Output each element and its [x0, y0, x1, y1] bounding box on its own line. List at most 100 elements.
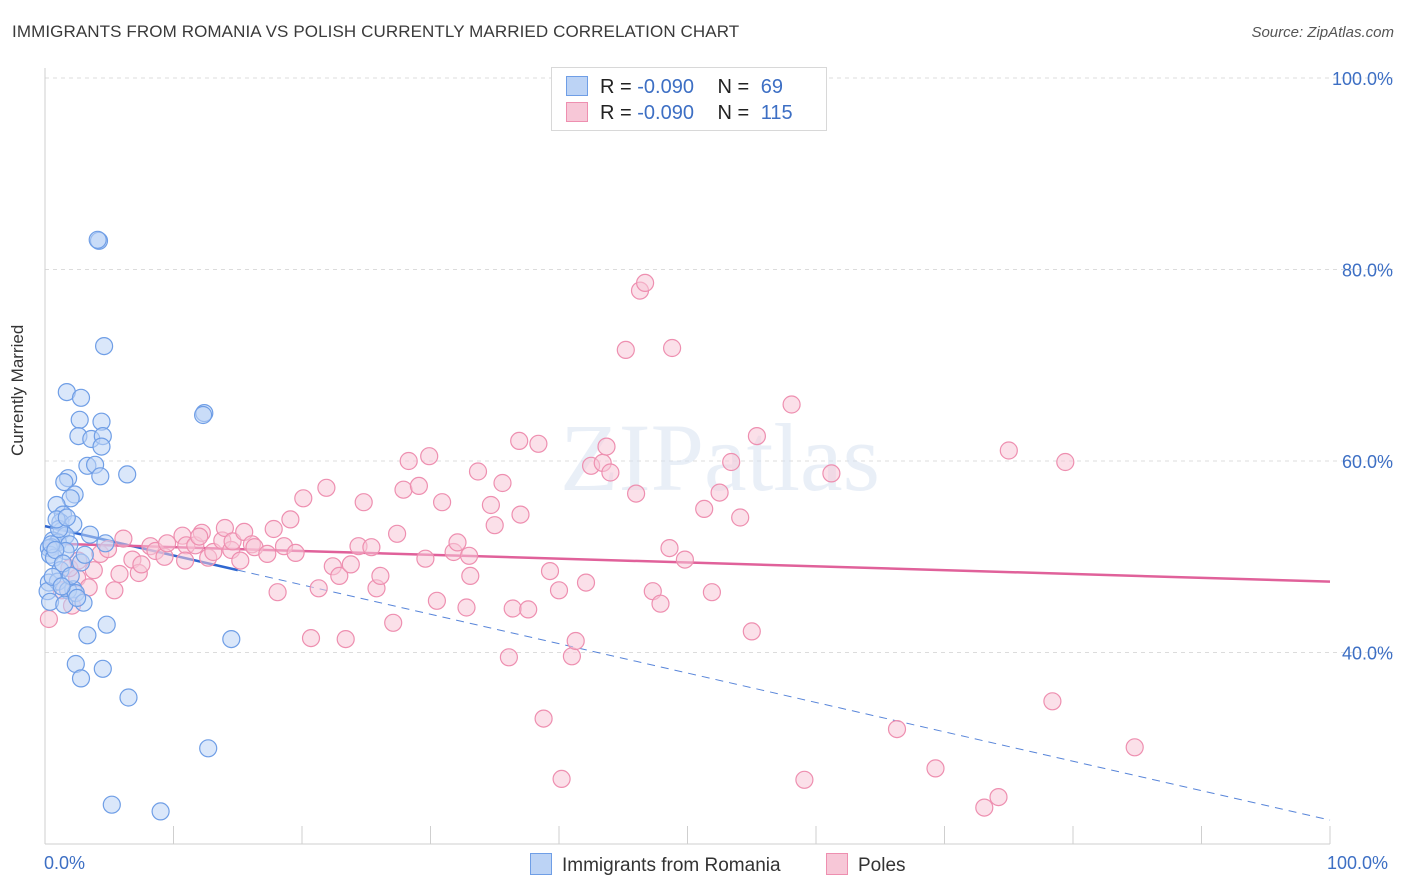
stats-legend: R = -0.090 N = 69 R = -0.090 N = 115 [551, 67, 827, 131]
point-romania [102, 795, 121, 814]
point-romania [222, 629, 241, 649]
source-label: Source: ZipAtlas.com [1251, 24, 1394, 41]
point-romania [94, 337, 114, 356]
point-poles [975, 798, 994, 817]
n-value: 69 [760, 76, 784, 98]
point-poles [433, 493, 452, 512]
point-romania [80, 525, 100, 544]
point-romania [71, 388, 91, 407]
bottom-legend-romania[interactable]: Immigrants from Romania [530, 853, 781, 877]
point-poles [268, 583, 287, 602]
point-poles [626, 484, 646, 503]
point-romania [199, 739, 218, 758]
point-poles [510, 431, 529, 450]
point-poles [499, 648, 518, 667]
legend-row-poles: R = -0.090 N = 115 [566, 102, 793, 126]
legend-row-romania: R = -0.090 N = 69 [566, 76, 783, 100]
r-label: R = [600, 76, 632, 98]
point-poles [460, 546, 479, 565]
point-poles [485, 516, 504, 535]
point-poles [710, 483, 729, 502]
point-poles [394, 480, 413, 499]
point-poles [190, 527, 209, 546]
point-romania [97, 615, 116, 634]
point-poles [341, 555, 360, 574]
y-axis-label: Currently Married [8, 324, 27, 456]
point-poles [549, 581, 569, 600]
point-poles [158, 534, 177, 553]
n-label: N = [717, 102, 750, 124]
point-poles [695, 499, 714, 518]
legend-swatch-romania [566, 76, 588, 96]
bottom-legend-poles[interactable]: Poles [826, 853, 906, 877]
point-poles [782, 395, 801, 414]
point-poles [702, 583, 722, 602]
legend-swatch-poles [566, 102, 588, 122]
point-romania [52, 577, 71, 596]
point-poles [742, 622, 761, 641]
point-poles [529, 434, 548, 453]
point-romania [92, 437, 111, 456]
x-tick-left: 0.0% [44, 853, 86, 873]
point-poles [39, 609, 59, 629]
point-romania [119, 688, 138, 707]
r-value: -0.090 [637, 76, 694, 98]
point-poles [731, 508, 750, 527]
point-poles [294, 489, 313, 508]
trend-lines [44, 524, 1331, 821]
point-poles [176, 551, 195, 570]
point-poles [635, 273, 655, 292]
r-label: R = [600, 102, 632, 124]
point-poles [511, 505, 530, 524]
point-poles [552, 769, 571, 789]
legend-swatch-poles [826, 853, 848, 875]
point-poles [354, 493, 373, 512]
point-poles [371, 566, 390, 586]
point-romania [151, 802, 170, 821]
y-tick-label: 60.0% [1342, 452, 1393, 472]
point-poles [651, 594, 670, 613]
point-poles [662, 338, 682, 358]
point-romania [71, 669, 91, 688]
point-poles [286, 543, 305, 563]
point-poles [264, 519, 283, 539]
point-poles [576, 573, 596, 592]
point-poles [317, 478, 336, 497]
point-romania [118, 465, 137, 484]
point-romania [96, 534, 115, 553]
point-poles [132, 555, 151, 574]
point-poles [258, 544, 277, 564]
point-romania [75, 545, 94, 564]
point-poles [926, 759, 945, 778]
point-poles [461, 566, 480, 586]
point-poles [534, 709, 553, 728]
point-poles [887, 719, 907, 739]
point-poles [1043, 692, 1062, 711]
point-romania [88, 230, 107, 249]
point-poles [722, 452, 741, 472]
point-poles [281, 510, 300, 529]
chart-title: IMMIGRANTS FROM ROMANIA VS POLISH CURREN… [12, 22, 740, 41]
point-poles [660, 538, 679, 558]
point-romania [57, 508, 76, 527]
point-poles [1056, 452, 1075, 472]
point-poles [388, 524, 407, 543]
point-poles [540, 561, 560, 581]
legend-label-romania: Immigrants from Romania [562, 855, 781, 876]
point-poles [675, 550, 695, 569]
point-poles [309, 579, 328, 598]
point-poles [105, 581, 124, 600]
point-romania [91, 467, 110, 486]
point-poles [795, 770, 814, 789]
point-poles [1125, 738, 1144, 757]
point-poles [481, 495, 500, 515]
point-romania [194, 405, 213, 425]
point-poles [416, 549, 435, 568]
axes [44, 68, 1331, 845]
point-poles [597, 437, 616, 456]
point-poles [503, 599, 522, 618]
point-poles [114, 529, 133, 548]
point-poles [420, 447, 439, 466]
r-value: -0.090 [637, 102, 694, 124]
